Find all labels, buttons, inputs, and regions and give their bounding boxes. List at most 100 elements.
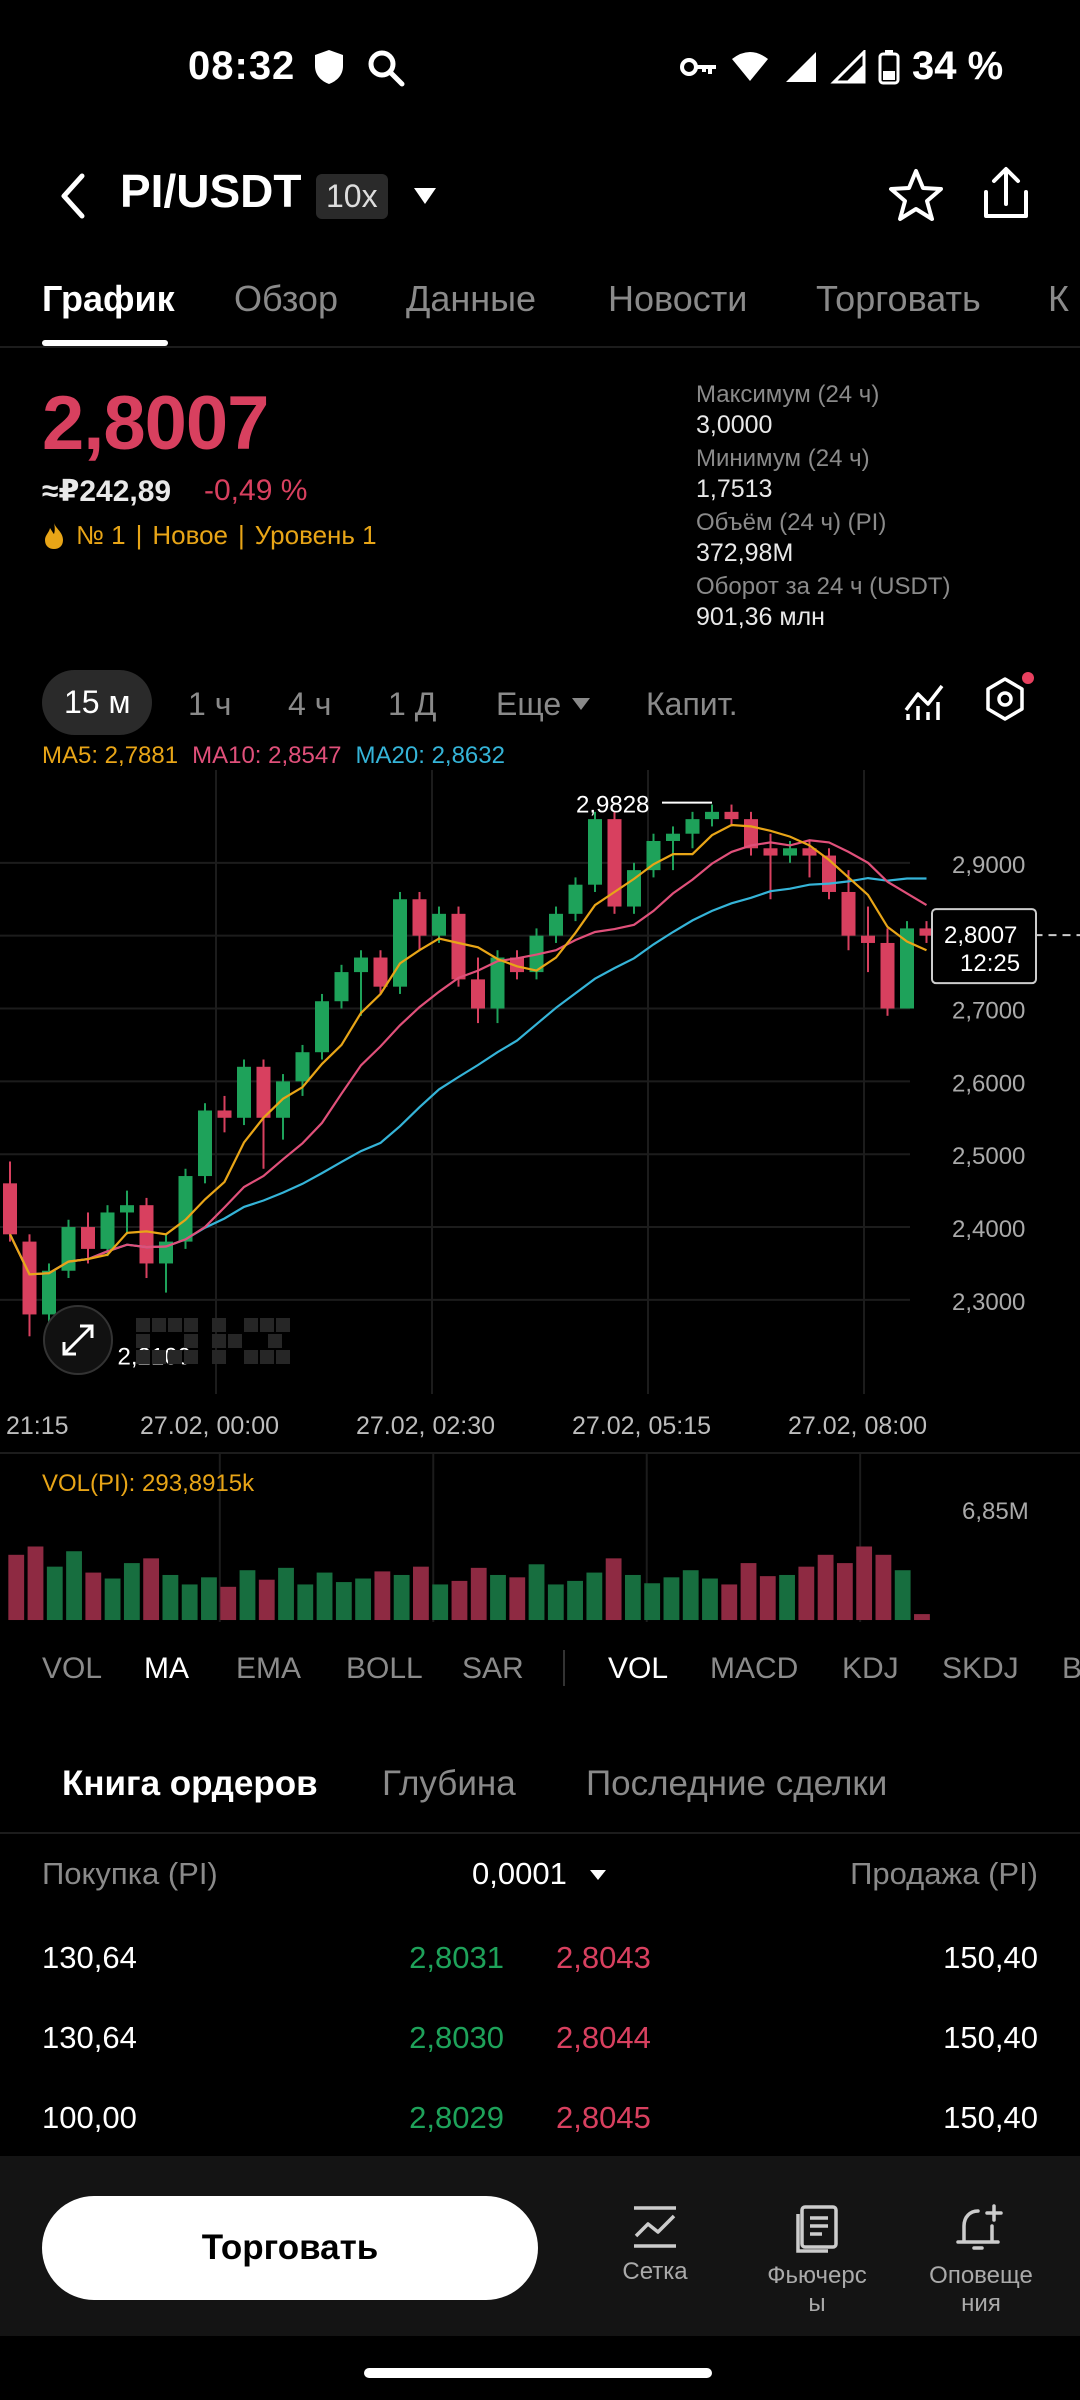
ind-ma[interactable]: MA bbox=[144, 1652, 189, 1685]
ind-kdj[interactable]: KDJ bbox=[842, 1652, 899, 1685]
orderbook-row[interactable]: 130,64 2,8031 2,8043 150,40 bbox=[42, 1940, 1038, 2000]
watermark-block bbox=[260, 1350, 274, 1364]
ind-vol-sub[interactable]: VOL bbox=[608, 1652, 669, 1685]
orderbook-tabs: Книга ордеров Глубина Последние сделки bbox=[0, 1748, 1080, 1834]
main-tabs: График Обзор Данные Новости Торговать К bbox=[0, 268, 1080, 348]
orderbook-row[interactable]: 100,00 2,8029 2,8045 150,40 bbox=[42, 2100, 1038, 2160]
tf-1h[interactable]: 1 ч bbox=[188, 686, 232, 722]
pair-title[interactable]: PI/USDT bbox=[120, 165, 302, 217]
tf-1d[interactable]: 1 Д bbox=[388, 686, 437, 722]
orderbook-row[interactable]: 130,64 2,8030 2,8044 150,40 bbox=[42, 2020, 1038, 2080]
ind-sar[interactable]: SAR bbox=[462, 1652, 524, 1685]
tab-data[interactable]: Данные bbox=[406, 278, 537, 319]
candle-bull bbox=[568, 884, 583, 914]
volume-bar bbox=[509, 1577, 526, 1621]
stat-value: 901,36 млн bbox=[696, 603, 825, 631]
tag-separator: | bbox=[135, 520, 143, 550]
ask-qty: 150,40 bbox=[943, 2100, 1038, 2135]
tab-trade[interactable]: Торговать bbox=[816, 278, 981, 319]
tab-recent-trades[interactable]: Последние сделки bbox=[586, 1764, 888, 1803]
ind-ema[interactable]: EMA bbox=[236, 1652, 302, 1685]
time-label: 21:15 bbox=[6, 1412, 69, 1440]
chevron-down-icon[interactable] bbox=[588, 1868, 608, 1882]
tab-depth[interactable]: Глубина bbox=[382, 1764, 516, 1803]
ind-skdj[interactable]: SKDJ bbox=[942, 1652, 1019, 1685]
candle-bear bbox=[919, 928, 934, 936]
home-indicator[interactable] bbox=[364, 2368, 712, 2378]
ma5-line bbox=[9, 823, 927, 1276]
candle-bull bbox=[588, 819, 602, 885]
volume-chart[interactable] bbox=[0, 1452, 1080, 1622]
ind-macd[interactable]: MACD bbox=[710, 1652, 799, 1685]
volume-bar bbox=[104, 1578, 121, 1621]
watermark-block bbox=[168, 1318, 182, 1332]
candle-bull bbox=[646, 840, 661, 871]
tab-orderbook[interactable]: Книга ордеров bbox=[62, 1764, 318, 1803]
candle-bull bbox=[315, 1001, 329, 1053]
time-label: 27.02, 02:30 bbox=[356, 1412, 496, 1440]
tab-overview[interactable]: Обзор bbox=[234, 278, 338, 319]
candle-bull bbox=[120, 1205, 134, 1213]
bid-price: 2,8030 bbox=[409, 2020, 504, 2055]
watermark-block bbox=[152, 1318, 166, 1332]
time-axis: 21:15 27.02, 00:00 27.02, 02:30 27.02, 0… bbox=[0, 1412, 1080, 1442]
tab-chart[interactable]: График bbox=[42, 278, 175, 319]
trade-button[interactable]: Торговать bbox=[42, 2196, 538, 2300]
signal-icon bbox=[786, 51, 816, 82]
share-icon[interactable] bbox=[976, 164, 1036, 224]
high-marker-label: 2,9828 bbox=[576, 792, 649, 819]
candle-bull bbox=[705, 811, 719, 820]
leverage-badge[interactable]: 10x bbox=[316, 174, 388, 219]
tf-15m[interactable]: 15 м bbox=[42, 670, 153, 735]
candle-bull bbox=[100, 1212, 115, 1249]
volume-bar bbox=[702, 1578, 718, 1621]
stat-label: Минимум (24 ч) bbox=[696, 445, 870, 472]
ask-qty: 150,40 bbox=[943, 1940, 1038, 1975]
tf-4h[interactable]: 4 ч bbox=[288, 686, 332, 722]
favorite-star-icon[interactable] bbox=[886, 166, 946, 226]
back-icon[interactable] bbox=[52, 166, 96, 226]
chart-settings-icon[interactable] bbox=[982, 676, 1028, 722]
tf-capital[interactable]: Капит. bbox=[646, 686, 738, 722]
price-tick-label: 2,6000 bbox=[952, 1070, 1025, 1097]
tab-more[interactable]: К bbox=[1048, 278, 1069, 319]
grid-button[interactable]: Сетка bbox=[580, 2204, 730, 2286]
indicator-chart-icon[interactable] bbox=[902, 680, 946, 724]
expand-icon bbox=[62, 1324, 94, 1356]
volume-bar bbox=[856, 1546, 873, 1621]
volume-bar bbox=[586, 1572, 603, 1621]
futures-button[interactable]: Фьючерс ы bbox=[742, 2204, 892, 2318]
ma5-value: MA5: 2,7881 bbox=[42, 742, 179, 769]
ind-boll[interactable]: BOLL bbox=[346, 1652, 423, 1685]
ind-more[interactable]: B bbox=[1062, 1652, 1080, 1685]
tab-news[interactable]: Новости bbox=[608, 278, 748, 319]
watermark-block bbox=[228, 1334, 242, 1348]
notification-dot bbox=[1022, 672, 1034, 684]
candlestick-chart[interactable]: 2,90002,80002,70002,60002,50002,40002,30… bbox=[0, 770, 1080, 1394]
chevron-down-icon[interactable] bbox=[570, 696, 592, 712]
volume-bar bbox=[759, 1576, 776, 1621]
wifi-icon bbox=[732, 51, 768, 81]
volume-bar bbox=[374, 1571, 391, 1621]
bell-plus-icon bbox=[956, 2204, 1003, 2250]
volume-bar bbox=[335, 1582, 352, 1621]
candle-bear bbox=[256, 1066, 271, 1118]
volume-bar bbox=[143, 1558, 160, 1621]
ind-vol[interactable]: VOL bbox=[42, 1652, 103, 1685]
candle-bear bbox=[471, 979, 485, 1009]
volume-bar bbox=[316, 1572, 333, 1621]
volume-bar bbox=[528, 1564, 545, 1621]
alerts-button[interactable]: Оповеще ния bbox=[906, 2204, 1056, 2318]
precision-select[interactable]: 0,0001 bbox=[472, 1856, 567, 1891]
candle-bull bbox=[42, 1270, 56, 1315]
current-price-label: 2,8007 bbox=[944, 922, 1017, 949]
watermark-block bbox=[212, 1318, 226, 1332]
stat-label: Объём (24 ч) (PI) bbox=[696, 509, 887, 536]
chevron-down-icon[interactable] bbox=[410, 184, 440, 208]
volume-bar bbox=[297, 1584, 314, 1621]
tf-more[interactable]: Еще bbox=[496, 686, 562, 722]
indicator-separator bbox=[563, 1650, 565, 1686]
bid-qty: 130,64 bbox=[42, 1940, 137, 1975]
ask-qty: 150,40 bbox=[943, 2020, 1038, 2055]
tag-new: Новое bbox=[152, 520, 229, 550]
